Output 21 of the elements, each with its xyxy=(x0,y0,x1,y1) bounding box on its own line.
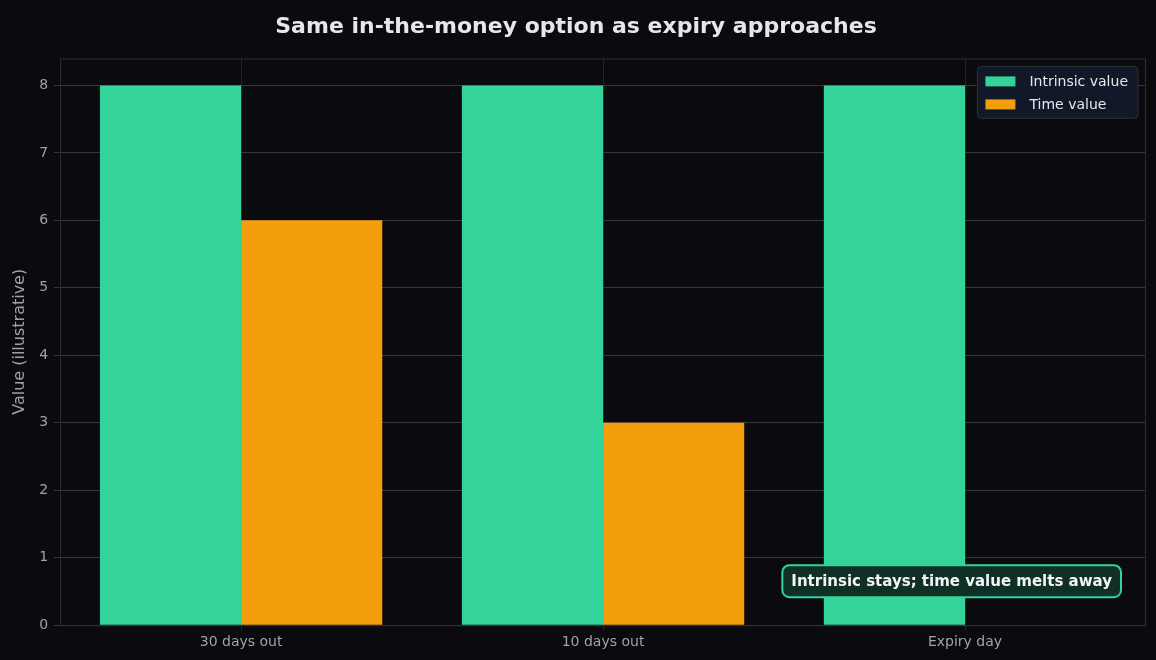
y-tick-label: 0 xyxy=(39,615,49,632)
x-tick-label: Expiry day xyxy=(927,633,1003,650)
chart-title: Same in-the-money option as expiry approaches xyxy=(275,12,877,38)
y-tick-label: 4 xyxy=(39,345,49,362)
legend-label: Intrinsic value xyxy=(1029,73,1129,90)
bar xyxy=(461,85,604,625)
y-tick-label: 3 xyxy=(39,413,49,430)
y-tick-label: 8 xyxy=(39,76,49,93)
y-tick-label: 1 xyxy=(39,548,49,565)
y-tick-label: 6 xyxy=(39,210,49,227)
legend-label: Time value xyxy=(1028,96,1107,113)
y-tick-label: 2 xyxy=(39,480,49,497)
annotation: Intrinsic stays; time value melts away xyxy=(791,572,1113,591)
x-tick-label: 30 days out xyxy=(199,633,283,650)
y-axis-title: Value (illustrative) xyxy=(8,268,28,415)
bar xyxy=(603,422,745,625)
bar xyxy=(99,85,242,625)
y-tick-label: 5 xyxy=(39,278,49,295)
y-tick-label: 7 xyxy=(39,143,49,160)
x-tick-label: 10 days out xyxy=(561,633,645,650)
bar xyxy=(241,220,383,625)
